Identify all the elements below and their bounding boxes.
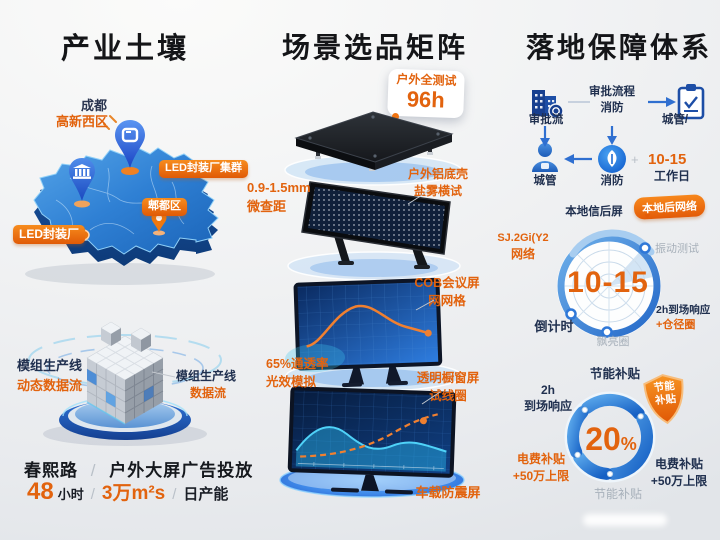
stats-capacity-label: 日产能 [183,486,229,503]
product-outdoor-panel [284,111,462,186]
stats-place: 春熙路 [24,461,78,480]
top-cube-2 [130,327,152,352]
shield-badge-text: 节能 补贴 [653,379,677,408]
map-district-label: 高新西区 [56,114,109,129]
flow-node-fire: 消防 [600,175,624,187]
window-screen-label: 透明橱窗屏 试线圈 [416,371,480,403]
map-city-label: 成都 [81,98,108,113]
pitch-label: 0.9-1.5mm 微查距 [247,180,311,214]
platform-right-line1: 模组生产线 [176,369,237,383]
col2-title: 场景选品矩阵 [282,32,469,63]
donut-response-label: 2h 到场响应 [523,383,573,414]
watermark-blur [583,514,667,526]
subsidy-donut-chart [564,391,656,483]
map-pill-factory: LED封装厂 [13,225,86,245]
badge-anchor-dot [392,113,399,120]
vehicle-screen-label: 车载防震屏 [415,485,481,500]
platform-right-line2: 数据流 [190,386,227,400]
flow-mid-label: 审批流程 消防 [589,86,635,114]
radar-bottom-label: 飘亮圈 [596,336,630,348]
map-pin-district-icon [151,211,167,236]
donut-gap-dots [574,406,644,478]
cob-label: COB会议屏 网网格 [414,276,480,308]
flow-node-approval: 审批流 [528,114,564,126]
radar-left-label: SJ.2Gi(Y2 网络 [497,232,549,261]
transparency-label: 65%通透率 光效模拟 [266,357,329,390]
stats-area-value: 3万m²s [101,483,166,504]
platform-left-line2: 动态数据流 [17,377,83,393]
product-cob-monitor [285,277,463,392]
map-pin-main-icon [115,120,145,175]
radar-response-label: 2h到场响应 [656,304,711,316]
stats-row1: 春熙路 / 户外大屏广告投放 [24,461,254,480]
chengguan-person-icon [532,143,558,172]
stats-hours-value: 48 [27,478,54,505]
stats-campaign: 户外大屏广告投放 [109,461,254,480]
fire-dept-icon [598,145,626,173]
donut-center-value: 20% [585,421,637,457]
col1-title: 产业土壤 [61,33,190,65]
radar-right-top-label: 振动测试 [655,243,699,255]
flow-node-chengguan-slash: 城管/ [661,114,689,126]
energy-subsidy-shield-icon [643,374,684,425]
map-pill-district: 郫都区 [142,198,187,217]
outdoor-shell-label: 户外铝底壳 盐雾横试 [407,167,469,198]
radar-radius-label: +仓径圈 [656,319,696,331]
stats-hours-unit: 小时 [57,487,84,502]
product-vehicle-monitor [279,386,465,498]
radar-top-label: 本地信后屏 [565,206,623,218]
donut-right-subsidy-label: 电费补贴 +50万上限 [650,457,708,488]
donut-bottom-label: 节能补贴 [593,487,643,501]
flow-plus-mark: + [631,152,639,167]
approval-building-icon [532,90,564,119]
stats-row2: 48 小时 / 3万m²s / 日产能 [27,478,229,505]
col3-title: 落地保障体系 [526,32,713,63]
chengguan-clipboard-icon [677,84,705,120]
top-cube-1 [100,321,122,346]
radar-dial-chart [557,229,661,338]
panel-screws [308,115,440,158]
flow-days-value: 10-15 [648,151,687,168]
approval-flow-diagram [532,84,705,173]
radar-network-badge: 本地后网络 [633,194,706,220]
data-ring-inner [46,347,204,389]
flow-node-chengguan: 城管 [533,175,557,187]
building-glyph [73,164,91,179]
donut-left-subsidy-label: 电费补贴 +50万上限 [512,452,570,483]
map-pill-cluster: LED封装厂集群 [159,160,248,179]
map-pin-factory-icon [69,158,95,208]
donut-top-label: 节能补贴 [589,367,641,381]
radar-countdown-label: 倒计时 [534,319,574,334]
flow-days-unit: 工作日 [654,169,691,183]
platform-left-label: 模组生产线 动态数据流 [17,356,82,395]
radar-node-dots [565,242,651,338]
platform-left-line1: 模组生产线 [17,358,83,373]
city-pointer-ticks [103,115,117,130]
radar-center-value: 10-15 [567,266,649,299]
